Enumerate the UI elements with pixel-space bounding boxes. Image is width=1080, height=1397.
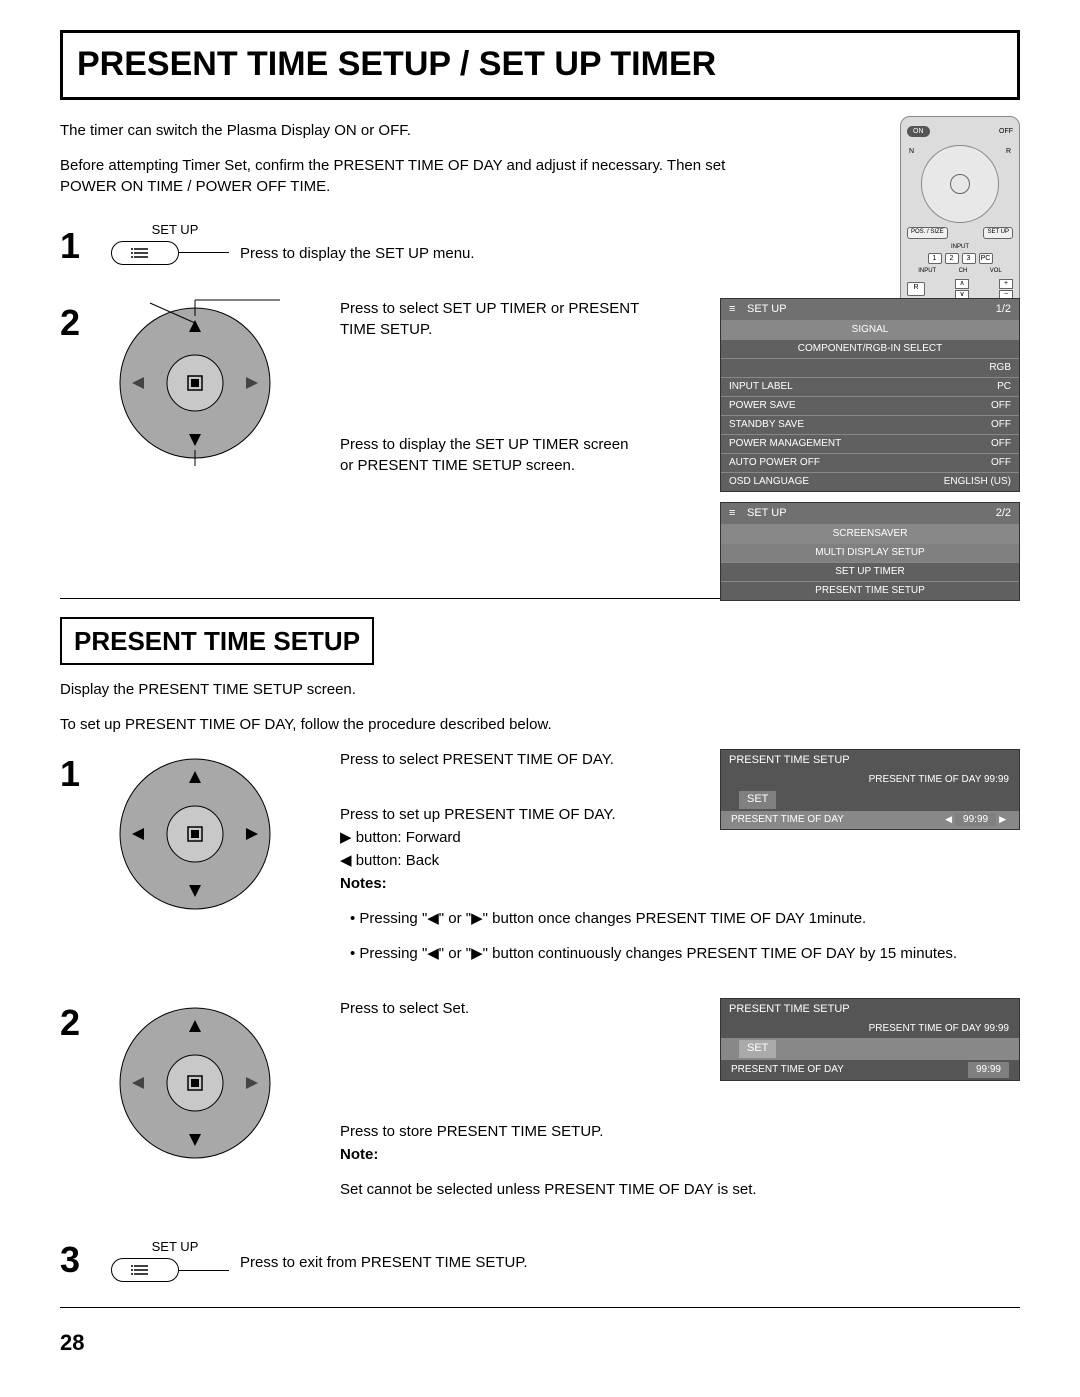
osd1-row-comp: COMPONENT/RGB-IN SELECT bbox=[721, 339, 1019, 358]
osd-setup-2: ≡SET UP 2/2 SCREENSAVER MULTI DISPLAY SE… bbox=[720, 502, 1020, 601]
step-number-1: 1 bbox=[60, 221, 110, 271]
divider-2 bbox=[60, 1307, 1020, 1308]
osd-setup-1: ≡SET UP 1/2 SIGNAL COMPONENT/RGB-IN SELE… bbox=[720, 298, 1020, 492]
remote-plus: + bbox=[999, 279, 1013, 289]
osd1-input-label: INPUT LABEL bbox=[729, 380, 793, 394]
osd-menu-stack: ≡SET UP 1/2 SIGNAL COMPONENT/RGB-IN SELE… bbox=[720, 298, 1020, 612]
bs3-label: SET UP bbox=[152, 1238, 199, 1256]
bs2-note: Note: bbox=[340, 1144, 1020, 1165]
bot-step1-num: 1 bbox=[60, 749, 110, 799]
step2-text1: Press to select SET UP TIMER or PRESENT … bbox=[340, 298, 640, 340]
bs3-text: Press to exit from PRESENT TIME SETUP. bbox=[240, 1252, 1020, 1273]
remote-r: R bbox=[1006, 147, 1011, 157]
intro-line-2: Before attempting Timer Set, confirm the… bbox=[60, 155, 760, 197]
main-title-box: PRESENT TIME SETUP / SET UP TIMER bbox=[60, 30, 1020, 100]
step1-text: Press to display the SET UP menu. bbox=[240, 243, 1020, 264]
top-step-2: 2 Press to select SET UP TIMER or PRESEN… bbox=[60, 298, 1020, 578]
setup-button-icon-2 bbox=[111, 1258, 179, 1282]
connector-line-2 bbox=[179, 1270, 229, 1271]
bs1-notes: Notes: bbox=[340, 873, 710, 894]
bot-step-3: 3 SET UP Press to exit from PRESENT TIME… bbox=[60, 1234, 1020, 1287]
bs1-t2: Press to set up PRESENT TIME OF DAY. bbox=[340, 804, 710, 825]
osd1-page: 1/2 bbox=[996, 302, 1011, 317]
osd-time-1: PRESENT TIME SETUP PRESENT TIME OF DAY 9… bbox=[720, 749, 1020, 830]
bot-step3-num: 3 bbox=[60, 1235, 110, 1285]
bs1-t1: Press to select PRESENT TIME OF DAY. bbox=[340, 749, 710, 770]
bs2-t2: Press to store PRESENT TIME SETUP. bbox=[340, 1121, 1020, 1142]
dpad-illustration bbox=[110, 298, 280, 468]
remote-r-btn: R bbox=[907, 282, 925, 296]
dpad-illustration-3 bbox=[110, 998, 280, 1168]
section2-title-box: PRESENT TIME SETUP bbox=[60, 617, 374, 665]
bs1-t3: ▶ button: Forward bbox=[340, 827, 710, 848]
setup-btn-label: SET UP bbox=[152, 221, 199, 239]
main-title: PRESENT TIME SETUP / SET UP TIMER bbox=[77, 41, 1003, 89]
bs1-b2: • Pressing "◀" or "▶" button continuousl… bbox=[350, 943, 1020, 964]
intro-block: The timer can switch the Plasma Display … bbox=[60, 120, 1020, 197]
intro-line-1: The timer can switch the Plasma Display … bbox=[60, 120, 760, 141]
osd2-title: SET UP bbox=[747, 507, 787, 519]
top-step-1: 1 SET UP Press to display the SET UP men… bbox=[60, 221, 1020, 278]
section2-intro1: Display the PRESENT TIME SETUP screen. bbox=[60, 679, 1020, 700]
remote-dpad-icon bbox=[921, 145, 999, 223]
bs2-t1: Press to select Set. bbox=[340, 998, 710, 1019]
step2-text2: Press to display the SET UP TIMER screen… bbox=[340, 434, 640, 476]
osd1-title: SET UP bbox=[747, 303, 787, 315]
section2-intro2: To set up PRESENT TIME OF DAY, follow th… bbox=[60, 714, 1020, 735]
remote-off-label: OFF bbox=[999, 127, 1013, 137]
osd-time-2: PRESENT TIME SETUP PRESENT TIME OF DAY 9… bbox=[720, 998, 1020, 1081]
step-number-2: 2 bbox=[60, 298, 110, 348]
bs1-t4: ◀ button: Back bbox=[340, 850, 710, 871]
osd1-row-signal: SIGNAL bbox=[721, 320, 1019, 339]
remote-n: N bbox=[909, 147, 914, 157]
remote-control-illustration: ON OFF N R POS. / SIZE SET UP INPUT 1 2 … bbox=[900, 116, 1020, 316]
bot-step-2: 2 Press to select Set. PRESENT TIME SETU… bbox=[60, 998, 1020, 1214]
section2-title: PRESENT TIME SETUP bbox=[74, 623, 360, 659]
dpad-illustration-2 bbox=[110, 749, 280, 919]
osd2-page: 2/2 bbox=[996, 506, 1011, 521]
setup-button-icon bbox=[111, 241, 179, 265]
remote-on-label: ON bbox=[907, 126, 930, 138]
page-number: 28 bbox=[60, 1328, 1020, 1359]
intro-text: The timer can switch the Plasma Display … bbox=[60, 120, 760, 197]
connector-line bbox=[179, 252, 229, 253]
remote-up: ∧ bbox=[955, 279, 969, 289]
bs1-b1: • Pressing "◀" or "▶" button once change… bbox=[350, 908, 1020, 929]
osd1-rgb: RGB bbox=[989, 361, 1011, 375]
bs2-t3: Set cannot be selected unless PRESENT TI… bbox=[340, 1179, 1020, 1200]
bot-step-1: 1 Press to select PRESENT TIME OF DAY. P… bbox=[60, 749, 1020, 978]
bot-step2-num: 2 bbox=[60, 998, 110, 1048]
